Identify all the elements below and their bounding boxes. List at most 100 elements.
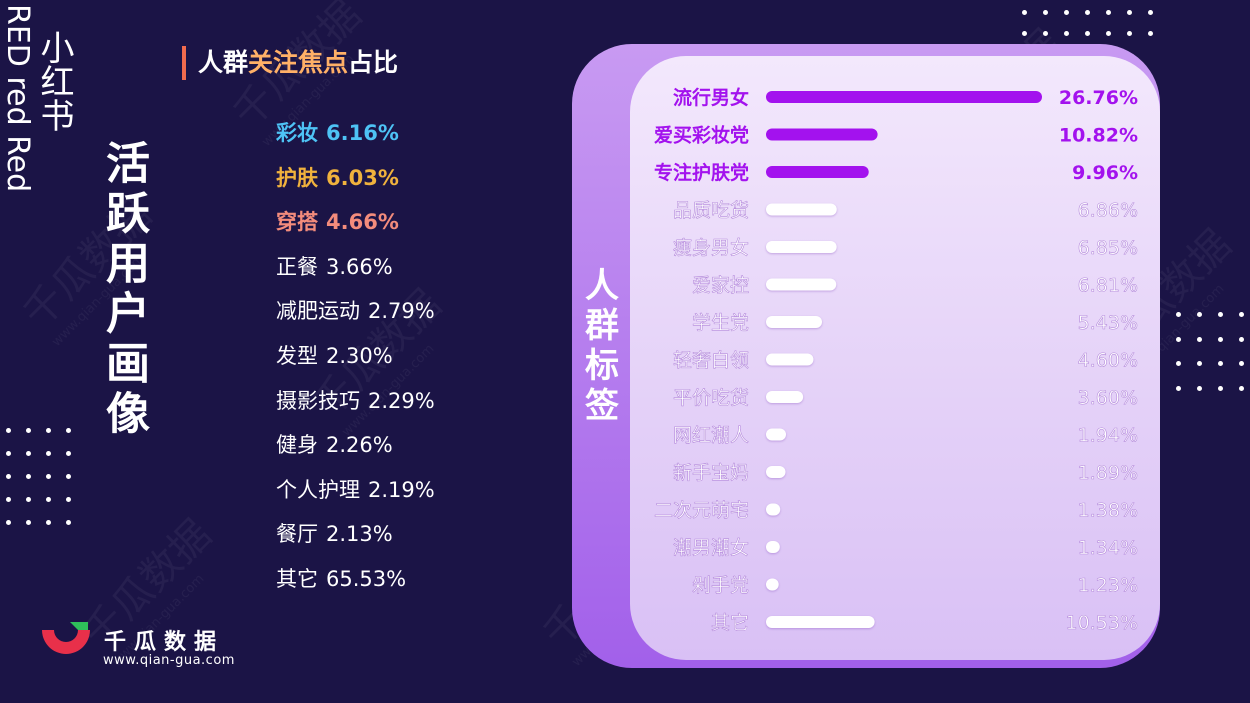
bar xyxy=(766,503,781,516)
focus-item-label: 个人护理 xyxy=(276,477,360,502)
focus-item-value: 4.66% xyxy=(326,210,399,235)
focus-item-label: 护肤 xyxy=(276,165,318,190)
value-label: 1.94% xyxy=(1078,425,1138,447)
dot xyxy=(6,520,11,525)
focus-item-label: 彩妆 xyxy=(276,121,318,145)
dot xyxy=(1197,336,1202,342)
dot xyxy=(1148,10,1153,15)
value-label: 1.34% xyxy=(1078,537,1138,559)
active-users-title: 活跃用户画像 xyxy=(98,140,149,440)
dot xyxy=(1043,10,1048,15)
focus-item: 发型 2.30% xyxy=(276,341,435,386)
focus-item: 健身 2.26% xyxy=(276,430,435,475)
category-label: 潮男潮女 xyxy=(673,537,749,559)
dot xyxy=(26,520,31,525)
dot xyxy=(1022,10,1027,15)
dot xyxy=(6,451,11,456)
category-label: 新手宝妈 xyxy=(673,462,749,484)
focus-item: 彩妆 6.16% xyxy=(276,118,435,163)
category-label: 二次元萌宅 xyxy=(654,500,749,522)
focus-item: 穿搭 4.66% xyxy=(276,207,435,252)
logo-name: 千瓜数据 xyxy=(104,630,225,655)
dot xyxy=(1064,10,1069,15)
focus-item-label: 健身 xyxy=(276,433,318,458)
dot xyxy=(1218,336,1223,342)
dot xyxy=(46,520,51,525)
bar xyxy=(766,128,878,141)
bar xyxy=(766,91,1042,103)
value-label: 5.43% xyxy=(1078,312,1138,334)
value-label: 1.23% xyxy=(1078,575,1138,597)
focus-item: 摄影技巧 2.29% xyxy=(276,386,435,431)
bar xyxy=(766,353,814,366)
focus-item-label: 正餐 xyxy=(276,254,318,279)
dot xyxy=(1176,312,1181,317)
dot xyxy=(6,428,11,433)
value-label: 9.96% xyxy=(1072,162,1138,184)
focus-item: 减肥运动 2.79% xyxy=(276,296,435,341)
focus-item: 正餐 3.66% xyxy=(276,252,435,297)
dot xyxy=(26,474,31,479)
dots-decoration-top xyxy=(1022,10,1169,52)
focus-item-label: 穿搭 xyxy=(276,210,318,235)
dot xyxy=(66,520,71,525)
focus-item-label: 餐厅 xyxy=(276,522,318,547)
dot xyxy=(1148,31,1153,36)
category-label: 网红潮人 xyxy=(673,425,749,447)
dot xyxy=(6,497,11,502)
dot xyxy=(1197,385,1202,391)
category-label: 专注护肤党 xyxy=(654,161,749,184)
dot xyxy=(26,451,31,456)
side-english-label: RED red Red xyxy=(0,4,35,193)
dot xyxy=(1106,10,1111,15)
dot xyxy=(1127,31,1132,36)
focus-title-highlight: 关注焦点 xyxy=(248,48,349,77)
focus-item: 护肤 6.03% xyxy=(276,163,435,208)
value-label: 1.38% xyxy=(1078,500,1138,522)
value-label: 6.86% xyxy=(1078,200,1138,222)
focus-item-label: 减肥运动 xyxy=(276,299,360,324)
category-label: 剁手党 xyxy=(692,575,749,597)
focus-item-label: 摄影技巧 xyxy=(276,388,360,413)
dot xyxy=(1064,31,1069,36)
category-label: 轻奢白领 xyxy=(673,350,749,372)
category-label: 流行男女 xyxy=(673,86,749,109)
dot xyxy=(46,451,51,456)
bar xyxy=(766,241,837,253)
dot xyxy=(1127,10,1132,15)
bar xyxy=(766,203,837,216)
dot xyxy=(1176,361,1181,366)
category-label: 品质吃货 xyxy=(673,200,749,222)
focus-item-value: 2.29% xyxy=(368,388,435,413)
dot xyxy=(46,428,51,433)
dots-decoration-left xyxy=(6,428,86,543)
dot xyxy=(66,428,71,433)
dot xyxy=(46,497,51,502)
dot xyxy=(1085,10,1090,15)
dot xyxy=(1197,312,1202,317)
category-label: 学生党 xyxy=(692,312,749,334)
focus-item-value: 2.30% xyxy=(326,343,393,368)
focus-item-value: 65.53% xyxy=(326,566,407,591)
focus-item: 餐厅 2.13% xyxy=(276,519,435,564)
value-label: 6.85% xyxy=(1078,237,1138,259)
focus-item: 其它 65.53% xyxy=(276,564,435,609)
value-label: 3.60% xyxy=(1078,387,1138,409)
focus-item-label: 发型 xyxy=(276,343,318,368)
crowd-tags-title: 人群标签 xyxy=(585,266,619,426)
dot xyxy=(1106,31,1111,36)
dot xyxy=(1239,336,1244,342)
dot xyxy=(66,474,71,479)
bar xyxy=(766,466,786,478)
focus-item-value: 6.03% xyxy=(326,165,399,190)
bar xyxy=(766,316,823,328)
bar xyxy=(766,541,780,553)
dot xyxy=(26,428,31,433)
dot xyxy=(26,497,31,502)
dot xyxy=(1239,312,1244,317)
dot xyxy=(1176,336,1181,342)
focus-title: 人群关注焦点占比 xyxy=(182,46,398,80)
value-label: 10.82% xyxy=(1059,125,1138,147)
dot xyxy=(1218,361,1223,366)
